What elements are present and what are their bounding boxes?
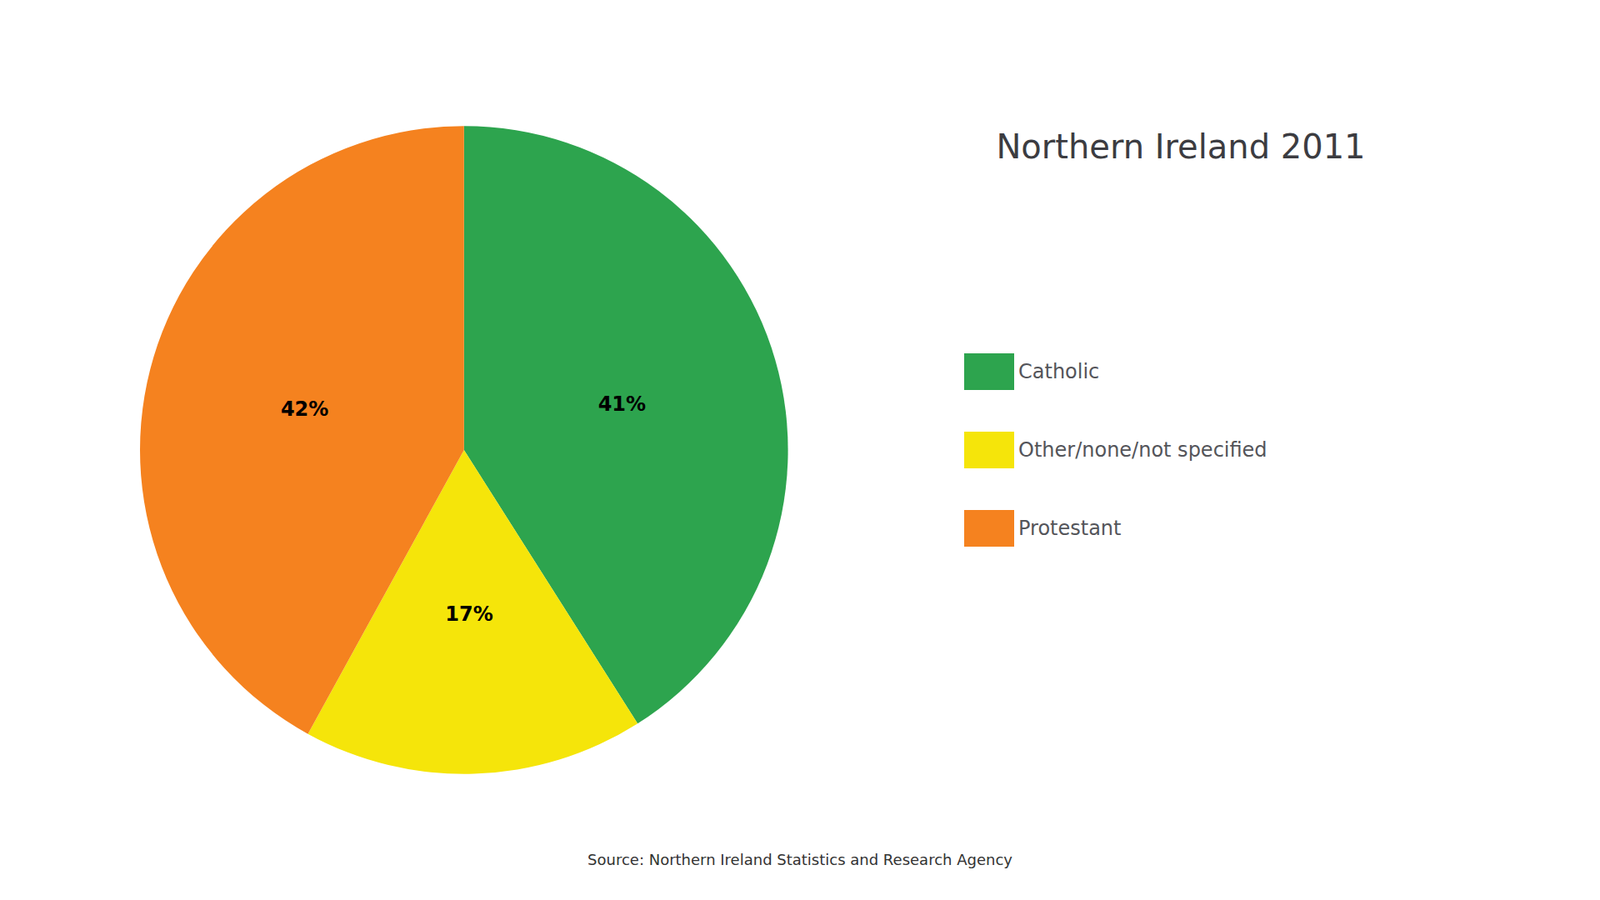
svg-text:Northern Ireland 2011: Northern Ireland 2011 — [995, 127, 1365, 166]
svg-text:Other/none/not specified: Other/none/not specified — [1018, 438, 1268, 462]
svg-text:Catholic: Catholic — [1018, 360, 1100, 384]
svg-text:Protestant: Protestant — [1018, 516, 1122, 540]
svg-text:Source: Northern Ireland Stati: Source: Northern Ireland Statistics and … — [587, 850, 1013, 869]
svg-text:17%: 17% — [445, 602, 493, 626]
svg-text:41%: 41% — [598, 392, 646, 416]
svg-text:42%: 42% — [280, 397, 329, 421]
